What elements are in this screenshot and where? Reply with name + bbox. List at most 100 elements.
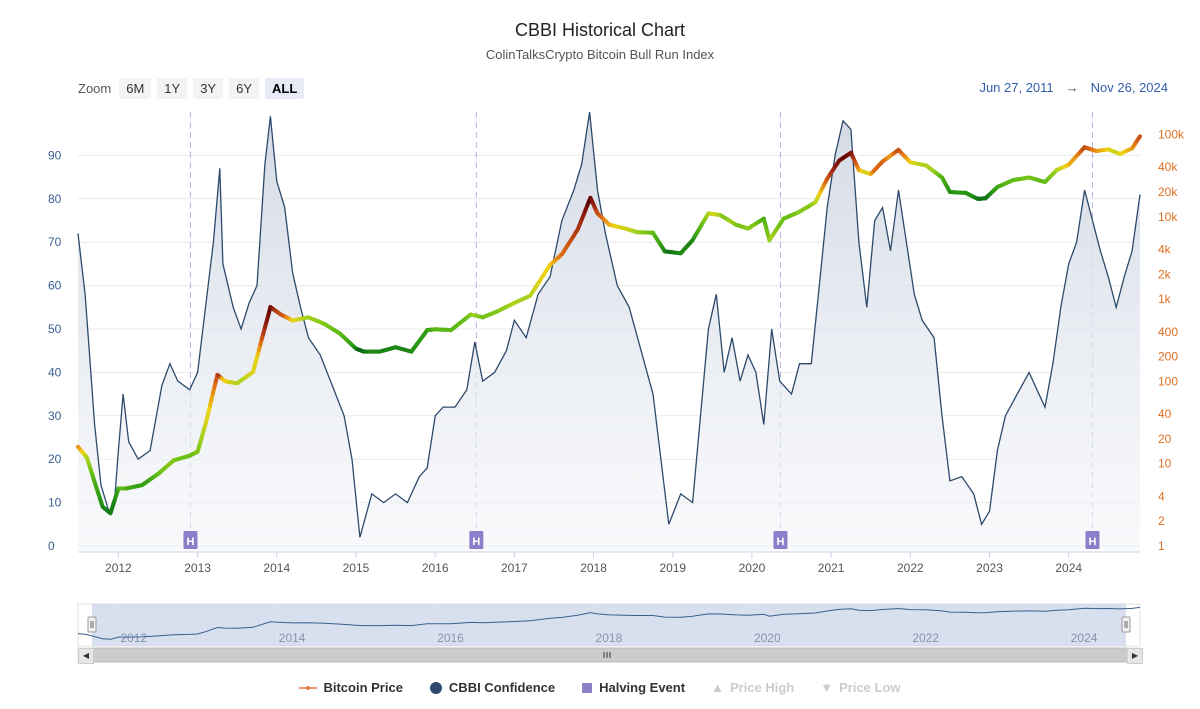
navigator-tick-label: 2024: [1071, 631, 1098, 645]
navigator-handle-left[interactable]: [87, 616, 97, 633]
range-arrow: →: [1065, 80, 1079, 95]
legend-price-high-label: Price High: [729, 680, 795, 695]
x-tick-label: 2022: [897, 561, 924, 575]
triangle-down-icon: ▼: [820, 680, 834, 695]
navigator-tick-label: 2018: [596, 631, 623, 645]
x-tick-label: 2016: [422, 561, 449, 575]
x-tick-label: 2014: [263, 561, 290, 575]
left-tick-label: 60: [48, 279, 62, 293]
date-range: Jun 27, 2011 → Nov 26, 2024: [979, 80, 1168, 95]
scroll-left-button[interactable]: ◀: [78, 648, 94, 664]
legend-halving-event-label: Halving Event: [599, 680, 686, 695]
right-tick-label: 20: [1158, 432, 1172, 446]
navigator-tick-label: 2012: [120, 631, 147, 645]
legend-price-high[interactable]: ▲ Price High: [711, 680, 794, 695]
x-tick-label: 2020: [739, 561, 766, 575]
x-tick-label: 2019: [659, 561, 686, 575]
cbbi-dot-icon: [429, 681, 442, 694]
zoom-6y-button[interactable]: 6Y: [229, 78, 260, 99]
halving-marker[interactable]: [469, 531, 484, 549]
chart-subtitle: ColinTalksCrypto Bitcoin Bull Run Index: [485, 47, 715, 62]
right-tick-label: 2: [1158, 514, 1165, 528]
scroll-right-button[interactable]: ▶: [1127, 648, 1143, 664]
legend-halving-event[interactable]: Halving Event: [581, 680, 685, 695]
zoom-1y-button[interactable]: 1Y: [157, 78, 188, 99]
right-tick-label: 1k: [1158, 292, 1172, 306]
right-tick-label: 4: [1158, 489, 1165, 503]
x-tick-label: 2023: [976, 561, 1003, 575]
right-tick-label: 100k: [1158, 127, 1185, 141]
halving-marker-label: H: [472, 536, 480, 548]
navigator-tick-label: 2020: [754, 631, 781, 645]
cbbi-area: [77, 111, 1141, 552]
left-tick-label: 90: [48, 148, 62, 162]
price-segment: [1137, 134, 1142, 140]
navigator-selection[interactable]: [92, 604, 1126, 646]
zoom-label: Zoom: [78, 81, 112, 96]
navigator-handle-right[interactable]: [1121, 616, 1131, 633]
navigator-tick-label: 2016: [437, 631, 464, 645]
bitcoin-price-series: [76, 134, 1142, 516]
right-axis-labels: 1 2 4 10 20 40 100 200 400 1k 2k 4k 10k 20k 40k 100k: [1158, 127, 1185, 553]
triangle-up-icon: ▲: [711, 680, 724, 695]
right-tick-label: 40k: [1158, 160, 1178, 174]
legend-cbbi-confidence[interactable]: CBBI Confidence: [429, 680, 555, 695]
left-tick-label: 0: [48, 539, 55, 553]
navigator-tick-label: 2014: [279, 631, 306, 645]
halving-marker[interactable]: [183, 531, 198, 549]
x-axis-labels: 2012 2013 2014 2015 2016 2017 2018 2019 2020 2021…: [78, 551, 1140, 575]
halving-marker[interactable]: [1085, 531, 1100, 549]
halving-marker[interactable]: [773, 531, 788, 549]
right-tick-label: 100: [1158, 374, 1178, 388]
legend-cbbi-confidence-label: CBBI Confidence: [448, 680, 556, 695]
right-tick-label: 10k: [1158, 210, 1178, 224]
zoom-controls: Zoom 6M 1Y 3Y 6Y ALL: [78, 78, 305, 99]
x-tick-label: 2021: [818, 561, 845, 575]
legend-bitcoin-price-label: Bitcoin Price: [323, 680, 403, 695]
right-tick-label: 200: [1158, 350, 1178, 364]
halving-marker-label: H: [776, 536, 784, 548]
left-axis-labels: 0 10 20 30 40 50 60 70 80 90: [48, 148, 62, 553]
legend-price-low-label: Price Low: [839, 680, 901, 695]
navigator-line: [77, 606, 1141, 640]
navigator[interactable]: 2012 2014 2016 2018 2020 2022 2024: [77, 603, 1141, 663]
x-tick-label: 2024: [1055, 561, 1082, 575]
left-tick-label: 50: [48, 322, 62, 336]
x-tick-label: 2013: [184, 561, 211, 575]
price-line-icon: [299, 685, 318, 690]
halving-marker-label: H: [186, 536, 194, 548]
right-tick-label: 40: [1158, 407, 1172, 421]
right-tick-label: 2k: [1158, 267, 1172, 281]
range-to-input[interactable]: Nov 26, 2024: [1090, 80, 1168, 95]
cbbi-area-fill: [78, 112, 1140, 552]
left-tick-label: 40: [48, 365, 62, 379]
navigator-tick-label: 2022: [912, 631, 939, 645]
halving-marker-label: H: [1089, 536, 1097, 548]
x-tick-label: 2017: [501, 561, 528, 575]
right-tick-label: 400: [1158, 325, 1178, 339]
x-tick-label: 2018: [580, 561, 607, 575]
range-from-input[interactable]: Jun 27, 2011: [979, 80, 1054, 95]
x-tick-label: 2012: [105, 561, 132, 575]
legend: Bitcoin Price CBBI Confidence Halving Ev…: [0, 680, 1200, 695]
cbbi-line: [77, 111, 1141, 538]
left-tick-label: 10: [48, 496, 62, 510]
left-tick-label: 70: [48, 235, 62, 249]
zoom-6m-button[interactable]: 6M: [119, 78, 152, 99]
legend-bitcoin-price[interactable]: Bitcoin Price: [299, 680, 403, 695]
halving-square-icon: [582, 682, 593, 693]
left-tick-label: 80: [48, 192, 62, 206]
x-tick-label: 2015: [343, 561, 370, 575]
scrollbar-thumb[interactable]: [91, 647, 1127, 663]
zoom-all-button[interactable]: ALL: [265, 78, 305, 99]
chart-title: CBBI Historical Chart: [514, 20, 686, 40]
zoom-3y-button[interactable]: 3Y: [193, 78, 224, 99]
legend-price-low[interactable]: ▼ Price Low: [820, 680, 900, 695]
right-tick-label: 10: [1158, 457, 1172, 471]
right-tick-label: 20k: [1158, 185, 1178, 199]
left-tick-label: 30: [48, 409, 62, 423]
right-tick-label: 4k: [1158, 243, 1172, 257]
left-tick-label: 20: [48, 452, 62, 466]
